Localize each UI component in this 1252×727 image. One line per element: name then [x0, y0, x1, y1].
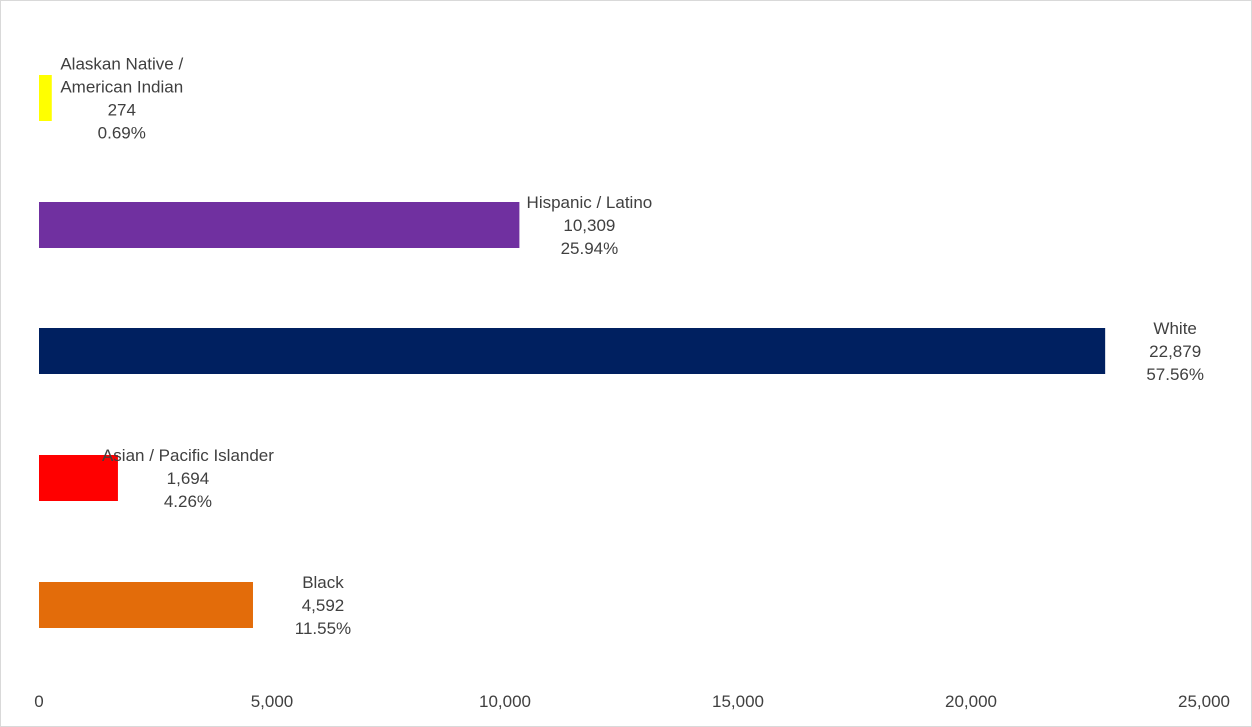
bar-asian-pacific-islander [39, 455, 118, 501]
data-label-white-percent: 57.56% [1146, 365, 1204, 384]
x-tick-label-10000: 10,000 [479, 692, 531, 711]
data-label-black-value: 4,592 [302, 596, 345, 615]
data-label-black-category-line-1: Black [302, 573, 344, 592]
data-label-alaskan-native-american-indian-category-line-2: American Indian [60, 77, 183, 96]
data-labels-layer: Alaskan Native / American Indian 274 0.69% H… [60, 54, 1204, 638]
bar-black [39, 582, 253, 628]
x-axis-tick-labels: 0 5,000 10,000 15,000 20,000 25,000 [34, 692, 1230, 711]
data-label-hispanic-latino-percent: 25.94% [561, 239, 619, 258]
data-label-white-value: 22,879 [1149, 342, 1201, 361]
x-tick-label-0: 0 [34, 692, 43, 711]
data-label-white-category-line-1: White [1153, 319, 1196, 338]
data-label-asian-pacific-islander-value: 1,694 [167, 469, 210, 488]
x-tick-label-25000: 25,000 [1178, 692, 1230, 711]
bars-layer [39, 75, 1106, 628]
data-label-hispanic-latino-value: 10,309 [563, 216, 615, 235]
data-label-alaskan-native-american-indian-percent: 0.69% [98, 123, 146, 142]
x-tick-label-15000: 15,000 [712, 692, 764, 711]
bar-white [39, 328, 1106, 374]
data-label-black-percent: 11.55% [295, 619, 351, 638]
data-label-hispanic-latino-category-line-1: Hispanic / Latino [527, 193, 653, 212]
bar-hispanic-latino [39, 202, 520, 248]
bar-alaskan-native-american-indian [39, 75, 52, 121]
data-label-alaskan-native-american-indian-value: 274 [108, 100, 136, 119]
data-label-asian-pacific-islander-category-line-1: Asian / Pacific Islander [102, 446, 274, 465]
data-label-alaskan-native-american-indian-category-line-1: Alaskan Native / [60, 54, 183, 73]
x-tick-label-20000: 20,000 [945, 692, 997, 711]
x-tick-label-5000: 5,000 [251, 692, 294, 711]
data-label-asian-pacific-islander-percent: 4.26% [164, 492, 212, 511]
